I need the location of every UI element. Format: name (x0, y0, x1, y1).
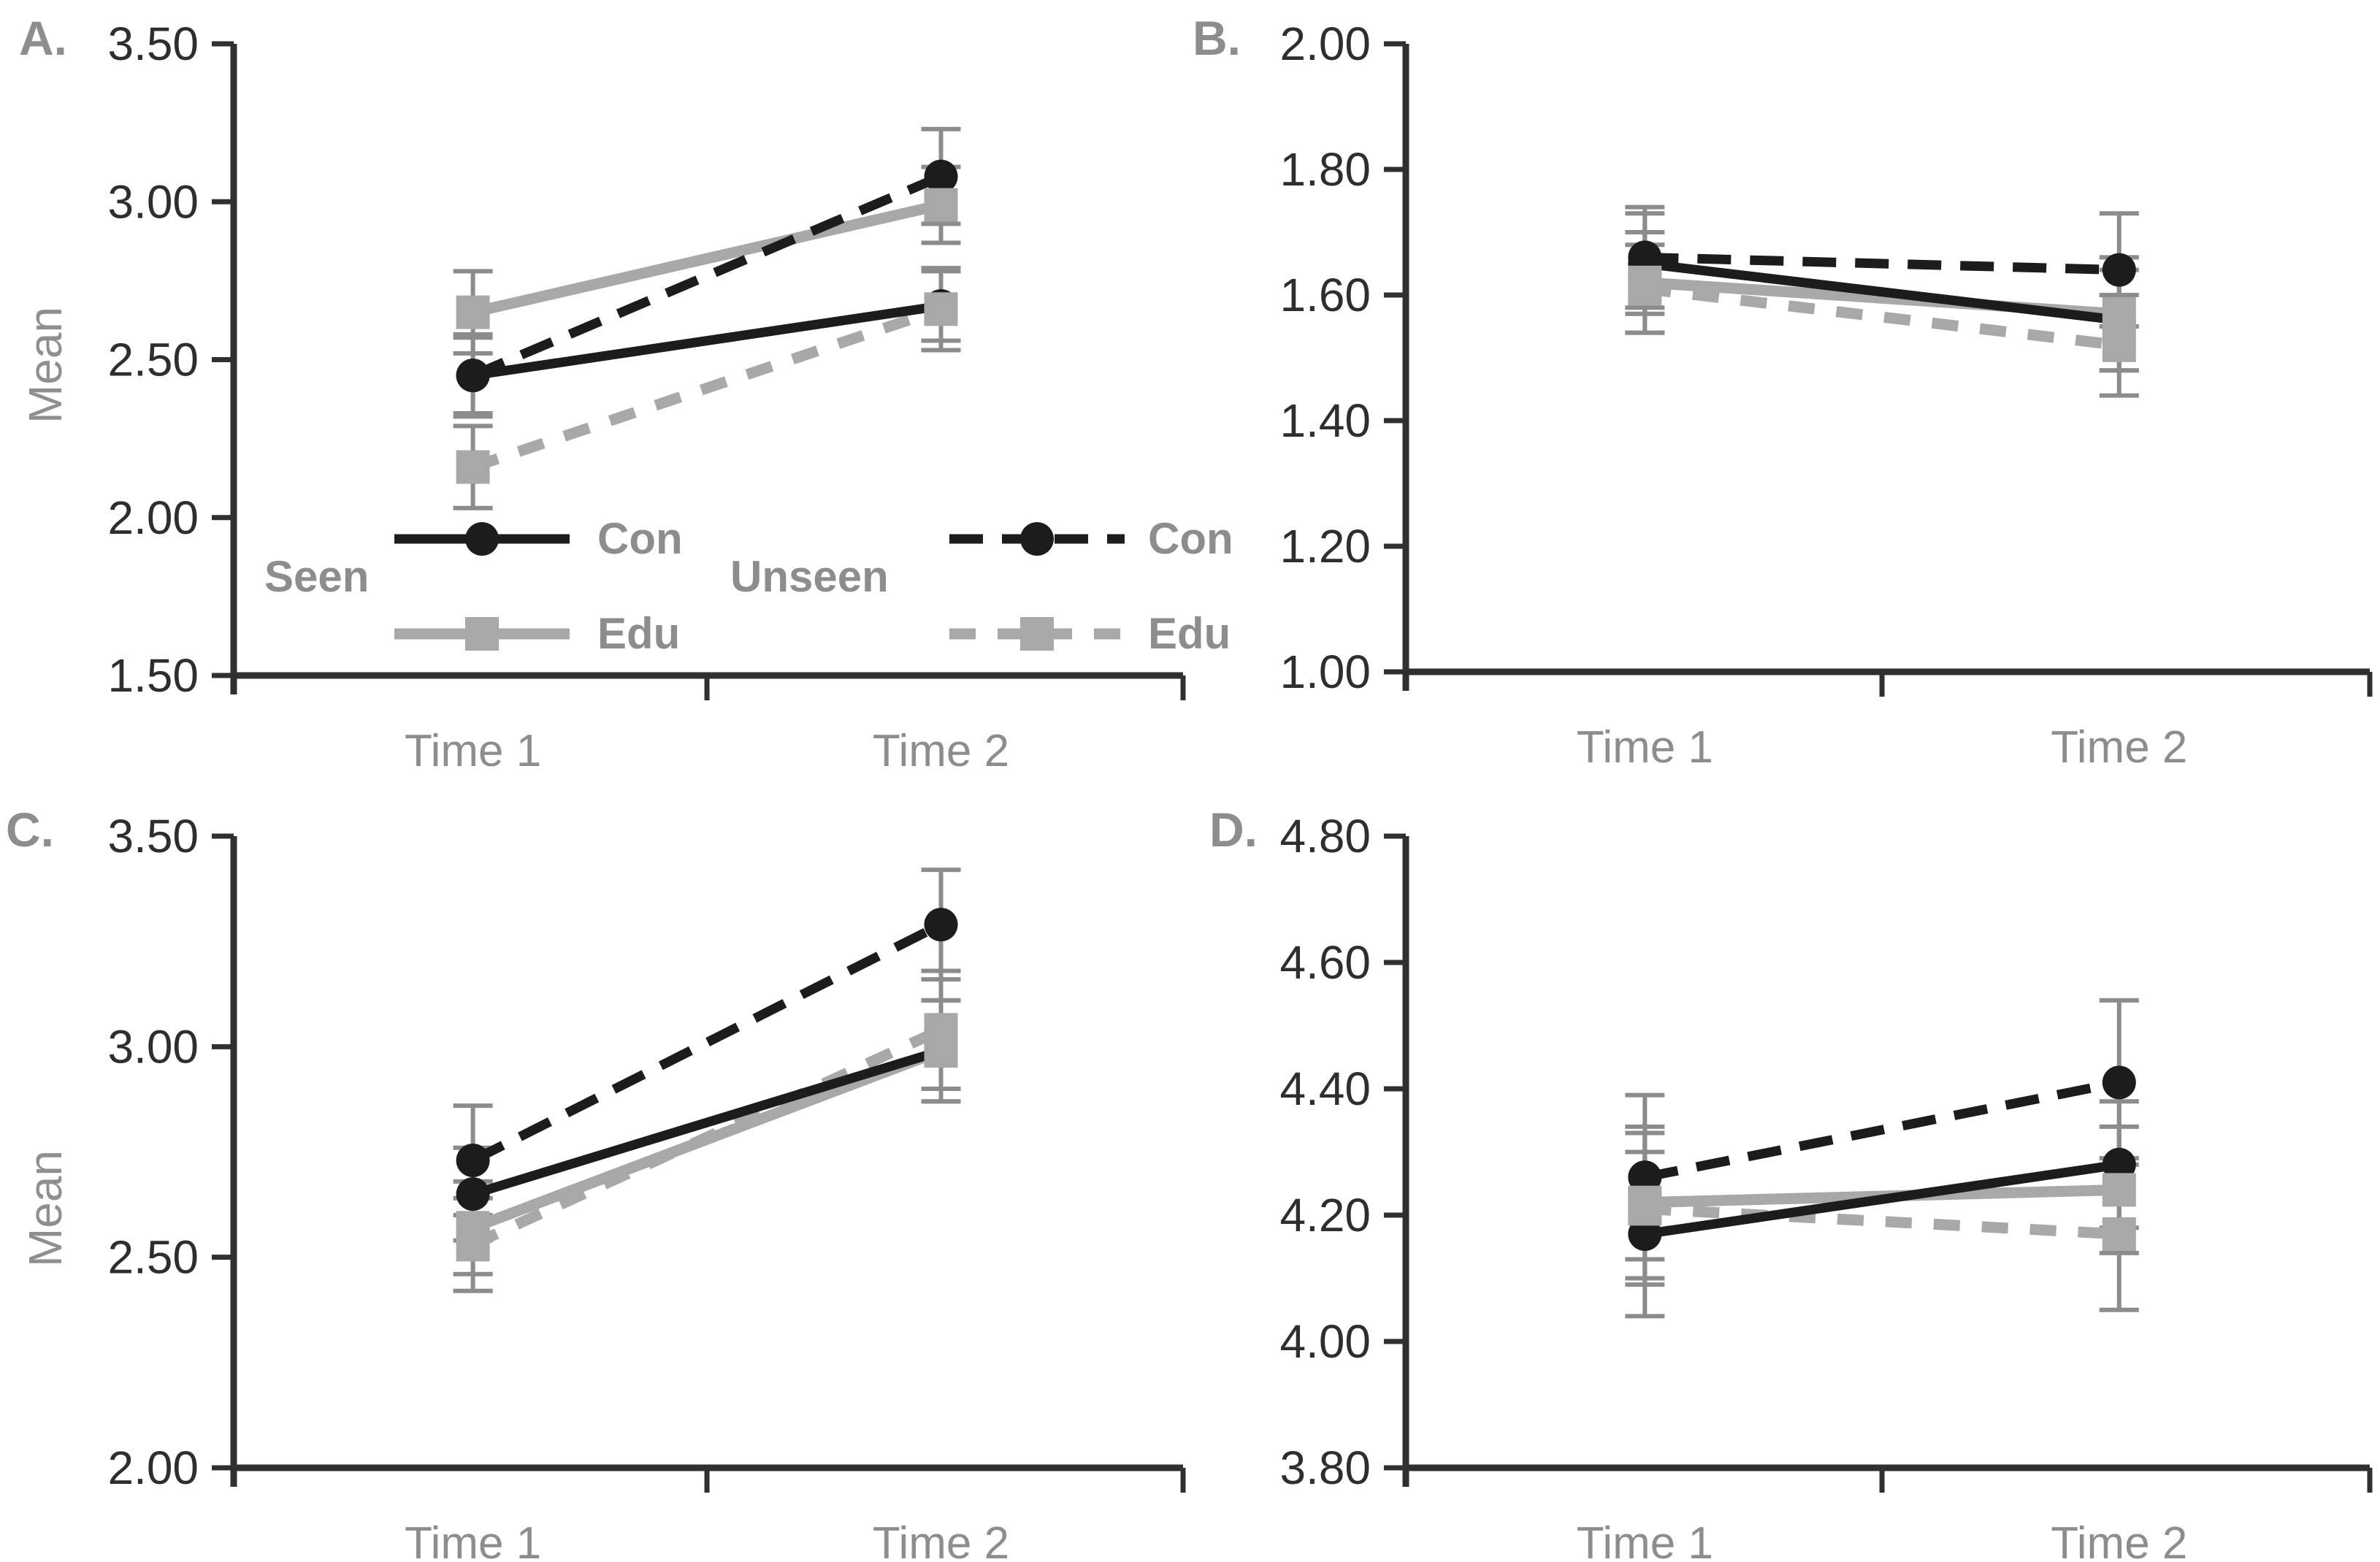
panel-b-y-tick-label: 1.00 (1279, 646, 1371, 698)
panel-c-y-axis-title: Mean (19, 1149, 72, 1268)
panel-d-x-category-label: Time 2 (2051, 1518, 2187, 1562)
panel-b-edu-unseen-line (1644, 283, 2120, 351)
panel-a-y-tick-label: 1.50 (107, 649, 199, 702)
panel-a-x-category-label: Time 2 (873, 726, 1009, 776)
panel-a: 3.50 3.00 2.50 2.00 1.50 Time 1 Time 2 (107, 18, 1186, 776)
panel-b-x-category-label: Time 2 (2051, 722, 2187, 773)
legend-seen-con-label: Con (597, 514, 683, 563)
panel-d-y-tick-label: 4.20 (1279, 1189, 1371, 1241)
panel-d-edu-unseen-t2-square-marker (2102, 1217, 2136, 1251)
panel-c-letter: C. (6, 803, 54, 857)
panel-c-y-tick-label: 3.00 (107, 1020, 199, 1073)
panel-a-y-tick-label: 3.50 (107, 18, 199, 70)
legend-unseen-edu-square-marker (1020, 617, 1054, 651)
legend-unseen-con-circle-marker (1020, 522, 1054, 556)
panel-c-con-unseen-line (470, 920, 944, 1165)
panel-d-y-tick-label: 4.60 (1279, 936, 1371, 989)
panel-a-con-unseen-t2-circle-marker (924, 159, 958, 194)
panel-b-y-tick-label: 1.60 (1279, 269, 1371, 321)
panel-a-edu-unseen-t2-square-marker (924, 292, 958, 326)
legend-swatches (394, 522, 1125, 651)
panel-a-y-axis-title: Mean (19, 306, 72, 424)
panel-a-edu-seen-t2-square-marker (924, 188, 958, 222)
panel-b-y-tick-label: 1.80 (1279, 143, 1371, 196)
panel-d-con-unseen-t1-circle-marker (1628, 1160, 1662, 1195)
panel-a-edu-seen-line (471, 199, 943, 318)
legend-seen-edu-square-marker (465, 617, 499, 651)
panel-d-letter: D. (1209, 803, 1258, 857)
panel-a-y-tick-label: 3.00 (107, 175, 199, 228)
panel-a-con-unseen-line (471, 172, 944, 380)
panel-d: 4.80 4.60 4.40 4.20 4.00 3.80 Time 1 Time 2 (1279, 810, 2373, 1562)
legend-group-unseen-label: Unseen (730, 552, 889, 601)
panel-b: 2.00 1.80 1.60 1.40 1.20 1.00 Time 1 Time 2 (1279, 18, 2373, 773)
panel-b-con-unseen-t2-circle-marker (2102, 253, 2136, 287)
panel-b-con-seen-line (1644, 259, 2120, 325)
legend-seen-edu-label: Edu (597, 609, 681, 658)
panel-b-x-category-label: Time 1 (1577, 722, 1713, 773)
panel-c-edu-unseen-t1-square-marker (456, 1228, 490, 1262)
panel-d-edu-unseen-t1-square-marker (1628, 1192, 1662, 1226)
panel-c-con-seen-line (471, 1046, 943, 1199)
panel-c-x-category-label: Time 2 (873, 1518, 1009, 1562)
panel-d-edu-unseen-line (1644, 1203, 2120, 1240)
panel-b-y-tick-label: 1.20 (1279, 520, 1371, 573)
panel-b-edu-unseen-t2-square-marker (2102, 328, 2136, 362)
panel-b-y-tick-label: 1.40 (1279, 394, 1371, 447)
panel-d-y-tick-label: 3.80 (1279, 1442, 1371, 1494)
panel-a-edu-seen-t1-square-marker (456, 295, 490, 329)
panel-c-y-tick-label: 3.50 (107, 810, 199, 862)
panel-b-edu-seen-t2-square-marker (2102, 296, 2136, 331)
panel-c-y-tick-label: 2.00 (107, 1442, 199, 1494)
panel-b-con-unseen-line (1645, 252, 2119, 275)
panel-a-edu-unseen-line (471, 304, 943, 472)
panel-c-con-seen-t1-circle-marker (456, 1177, 490, 1211)
panel-a-edu-unseen-t1-square-marker (456, 450, 490, 484)
panel-d-con-seen-line (1644, 1160, 2120, 1239)
panel-c-con-unseen-t2-circle-marker (924, 908, 958, 942)
panel-c: 3.50 3.00 2.50 2.00 Time 1 Time 2 (107, 810, 1186, 1562)
panel-d-y-tick-label: 4.40 (1279, 1063, 1371, 1115)
panel-b-letter: B. (1193, 11, 1241, 65)
panel-a-y-tick-label: 2.00 (107, 491, 199, 544)
panel-d-y-tick-label: 4.80 (1279, 810, 1371, 862)
legend-group-seen-label: Seen (264, 552, 370, 601)
panel-d-y-tick-label: 4.00 (1279, 1315, 1371, 1368)
panel-a-con-unseen-t1-circle-marker (456, 359, 490, 393)
panel-c-con-unseen-t1-circle-marker (456, 1144, 490, 1178)
panel-d-con-unseen-line (1644, 1077, 2121, 1182)
panel-c-y-tick-label: 2.50 (107, 1231, 199, 1284)
legend-unseen-edu-label: Edu (1148, 609, 1231, 658)
panel-a-letter: A. (19, 11, 67, 65)
panel-d-con-unseen-t2-circle-marker (2102, 1065, 2136, 1100)
legend-unseen-con-label: Con (1148, 514, 1233, 563)
panel-a-con-seen-line (472, 301, 942, 380)
legend-seen-con-circle-marker (465, 522, 499, 556)
panel-b-y-tick-label: 2.00 (1279, 18, 1371, 70)
panel-d-x-category-label: Time 1 (1577, 1518, 1713, 1562)
panel-a-y-tick-label: 2.50 (107, 334, 199, 386)
panel-c-edu-unseen-t2-square-marker (924, 1013, 958, 1047)
panel-d-con-seen-t2-circle-marker (2102, 1147, 2136, 1182)
panel-d-con-seen-t1-circle-marker (1628, 1217, 1662, 1251)
panel-c-edu-unseen-line (470, 1025, 944, 1250)
panel-c-x-category-label: Time 1 (405, 1518, 541, 1562)
panel-b-edu-unseen-t1-square-marker (1628, 272, 1662, 306)
panel-d-edu-seen-t2-square-marker (2102, 1173, 2136, 1207)
panel-a-x-category-label: Time 1 (405, 726, 541, 776)
